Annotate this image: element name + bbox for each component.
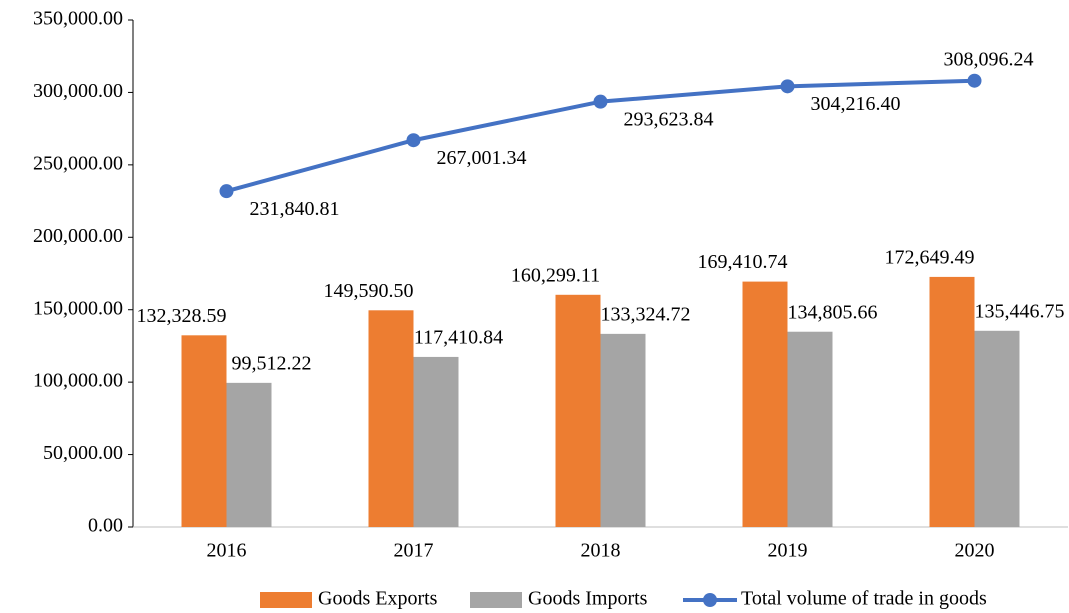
legend-swatch — [703, 593, 717, 607]
point — [406, 133, 421, 148]
data-label: 117,410.84 — [414, 327, 503, 349]
bar — [181, 335, 227, 527]
x-tick-label: 2017 — [394, 540, 434, 562]
bar — [742, 281, 788, 527]
x-tick-label: 2019 — [768, 540, 808, 562]
point — [780, 79, 795, 94]
y-tick-label: 200,000.00 — [33, 225, 123, 247]
bar — [555, 294, 601, 527]
data-label: 304,216.40 — [811, 93, 901, 115]
point — [967, 73, 982, 88]
y-tick-label: 300,000.00 — [33, 80, 123, 102]
data-label: 132,328.59 — [137, 305, 227, 327]
data-label: 231,840.81 — [250, 198, 340, 220]
data-label: 99,512.22 — [232, 352, 312, 374]
data-label: 134,805.66 — [788, 301, 878, 323]
y-tick-label: 50,000.00 — [43, 442, 123, 464]
data-label: 267,001.34 — [437, 147, 527, 169]
legend-swatch — [470, 592, 522, 608]
y-tick-label: 0.00 — [88, 515, 123, 537]
legend-label: Goods Exports — [318, 588, 438, 610]
x-tick-label: 2020 — [955, 540, 995, 562]
x-tick-label: 2018 — [581, 540, 621, 562]
bar — [226, 382, 272, 527]
y-tick-label: 350,000.00 — [33, 8, 123, 30]
bar — [974, 330, 1020, 527]
y-tick-label: 100,000.00 — [33, 370, 123, 392]
point — [219, 184, 234, 199]
data-label: 135,446.75 — [975, 300, 1065, 322]
data-label: 149,590.50 — [324, 280, 414, 302]
legend-swatch — [260, 592, 312, 608]
y-tick-label: 250,000.00 — [33, 152, 123, 174]
bar — [787, 331, 833, 527]
data-label: 293,623.84 — [624, 108, 714, 130]
point — [593, 94, 608, 109]
bar — [600, 333, 646, 527]
y-tick-label: 150,000.00 — [33, 297, 123, 319]
data-label: 160,299.11 — [511, 264, 600, 286]
data-label: 308,096.24 — [944, 48, 1034, 70]
bar — [368, 310, 414, 527]
legend-label: Goods Imports — [528, 588, 648, 610]
data-label: 169,410.74 — [698, 251, 788, 273]
bar — [413, 356, 459, 527]
data-label: 172,649.49 — [885, 246, 975, 268]
legend-label: Total volume of trade in goods — [741, 588, 987, 610]
bar — [929, 276, 975, 527]
data-label: 133,324.72 — [601, 303, 691, 325]
x-tick-label: 2016 — [207, 540, 247, 562]
